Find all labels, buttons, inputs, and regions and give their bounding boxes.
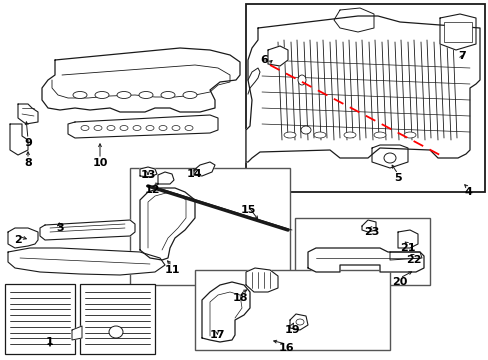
Polygon shape [8,248,164,275]
Polygon shape [42,48,240,112]
Polygon shape [140,188,195,260]
Ellipse shape [301,126,310,134]
Bar [443,22,471,42]
Polygon shape [202,282,249,342]
Polygon shape [245,268,278,292]
Ellipse shape [313,132,325,138]
Text: 23: 23 [364,227,379,237]
Polygon shape [371,145,407,168]
Text: 18: 18 [232,293,247,303]
Text: 20: 20 [391,277,407,287]
Ellipse shape [139,91,153,99]
Text: 19: 19 [284,325,299,335]
Text: 3: 3 [56,223,63,233]
Text: 2: 2 [14,235,22,245]
Text: 9: 9 [24,138,32,148]
Text: 1: 1 [46,337,54,347]
Ellipse shape [172,126,180,130]
Bar [294,218,429,285]
Text: 13: 13 [140,170,155,180]
Ellipse shape [81,126,89,130]
Polygon shape [397,230,417,248]
Text: 7: 7 [457,51,465,61]
Ellipse shape [159,126,167,130]
Polygon shape [267,46,287,66]
Ellipse shape [183,91,197,99]
Ellipse shape [297,75,305,85]
Bar [245,4,484,192]
Polygon shape [68,115,218,138]
Ellipse shape [133,126,141,130]
Bar [80,284,155,354]
Ellipse shape [117,91,131,99]
Ellipse shape [383,153,395,163]
Text: 16: 16 [278,343,293,353]
Ellipse shape [161,91,175,99]
Polygon shape [158,172,174,184]
Ellipse shape [343,132,355,138]
Polygon shape [361,220,375,232]
Text: 14: 14 [186,169,202,179]
Text: 8: 8 [24,158,32,168]
Ellipse shape [120,126,128,130]
Text: 21: 21 [400,243,415,253]
Ellipse shape [73,91,87,99]
Polygon shape [140,167,157,177]
Polygon shape [10,124,28,155]
Text: 17: 17 [209,330,224,340]
Ellipse shape [184,126,193,130]
Ellipse shape [403,132,415,138]
Ellipse shape [94,126,102,130]
Ellipse shape [295,319,304,325]
Ellipse shape [284,132,295,138]
Polygon shape [439,14,475,50]
Polygon shape [289,314,307,330]
Bar [5,284,75,354]
Ellipse shape [373,132,385,138]
Ellipse shape [146,126,154,130]
Polygon shape [72,326,82,340]
Bar [130,168,289,285]
Text: 22: 22 [406,255,421,265]
Text: 6: 6 [260,55,267,65]
Polygon shape [40,220,135,240]
Polygon shape [18,104,38,124]
Polygon shape [333,8,373,32]
Text: 12: 12 [144,185,160,195]
Polygon shape [194,162,215,176]
Text: 15: 15 [240,205,255,215]
Polygon shape [8,228,38,248]
Text: 5: 5 [393,173,401,183]
Ellipse shape [109,326,123,338]
Text: 11: 11 [164,265,180,275]
Polygon shape [307,248,423,272]
Polygon shape [245,16,479,162]
Bar [195,270,389,350]
Text: 4: 4 [463,187,471,197]
Ellipse shape [95,91,109,99]
Ellipse shape [107,126,115,130]
Text: 10: 10 [92,158,107,168]
